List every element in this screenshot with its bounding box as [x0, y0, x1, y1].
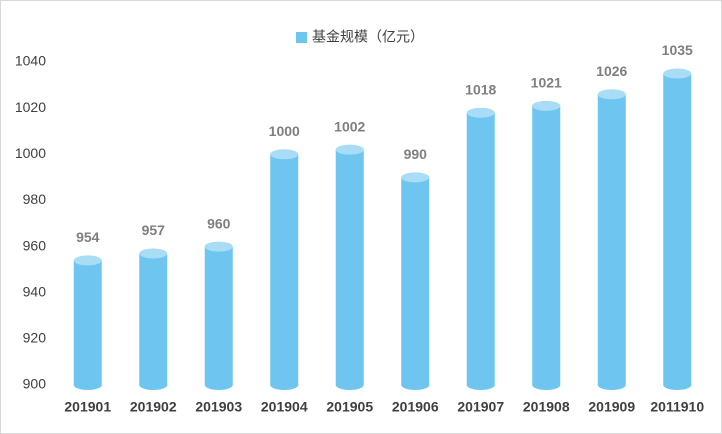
value-label: 1026	[596, 63, 627, 79]
value-label: 1021	[531, 75, 562, 91]
bar-cap	[139, 248, 168, 259]
bar-cap	[204, 241, 233, 252]
value-label: 954	[76, 229, 100, 245]
bar-cap	[270, 149, 299, 160]
bar	[335, 149, 364, 385]
bar	[73, 260, 102, 385]
legend-label: 基金规模（亿元）	[312, 29, 424, 45]
x-tick-label: 201901	[64, 399, 111, 415]
bar	[597, 94, 626, 386]
bar-cap	[597, 89, 626, 100]
x-tick-label: 201903	[195, 399, 242, 415]
bar	[270, 154, 299, 385]
value-label: 960	[207, 215, 231, 231]
x-tick-label: 201909	[588, 399, 635, 415]
bar-cap	[532, 100, 561, 111]
bar	[401, 177, 430, 385]
x-tick-label: 201906	[392, 399, 439, 415]
y-tick-label: 920	[23, 330, 47, 346]
x-tick-label: 201907	[457, 399, 504, 415]
x-tick-label: 2011910	[650, 399, 704, 415]
bar-cap	[466, 107, 495, 118]
x-tick-label: 201905	[326, 399, 373, 415]
bar	[139, 253, 168, 385]
y-tick-label: 1040	[15, 53, 46, 69]
x-tick-label: 201908	[523, 399, 570, 415]
y-tick-label: 1000	[15, 145, 46, 161]
x-tick-label: 201904	[261, 399, 308, 415]
value-label: 1002	[334, 118, 365, 134]
y-tick-label: 980	[23, 191, 47, 207]
x-tick-label: 201902	[130, 399, 177, 415]
y-tick-label: 1020	[15, 99, 46, 115]
bar	[466, 112, 495, 385]
y-tick-label: 900	[23, 376, 47, 392]
value-label: 1035	[662, 42, 693, 58]
bar-cap	[73, 255, 102, 266]
bar-cap	[401, 172, 430, 183]
y-tick-label: 940	[23, 283, 47, 299]
bar-cap	[663, 68, 692, 79]
value-label: 957	[142, 222, 166, 238]
value-label: 1000	[269, 123, 300, 139]
value-label: 990	[404, 146, 428, 162]
y-tick-label: 960	[23, 237, 47, 253]
bar	[204, 246, 233, 385]
bar	[532, 105, 561, 385]
value-label: 1018	[465, 81, 496, 97]
bar	[663, 73, 692, 386]
legend-swatch	[296, 32, 307, 43]
bar-cap	[335, 144, 364, 155]
